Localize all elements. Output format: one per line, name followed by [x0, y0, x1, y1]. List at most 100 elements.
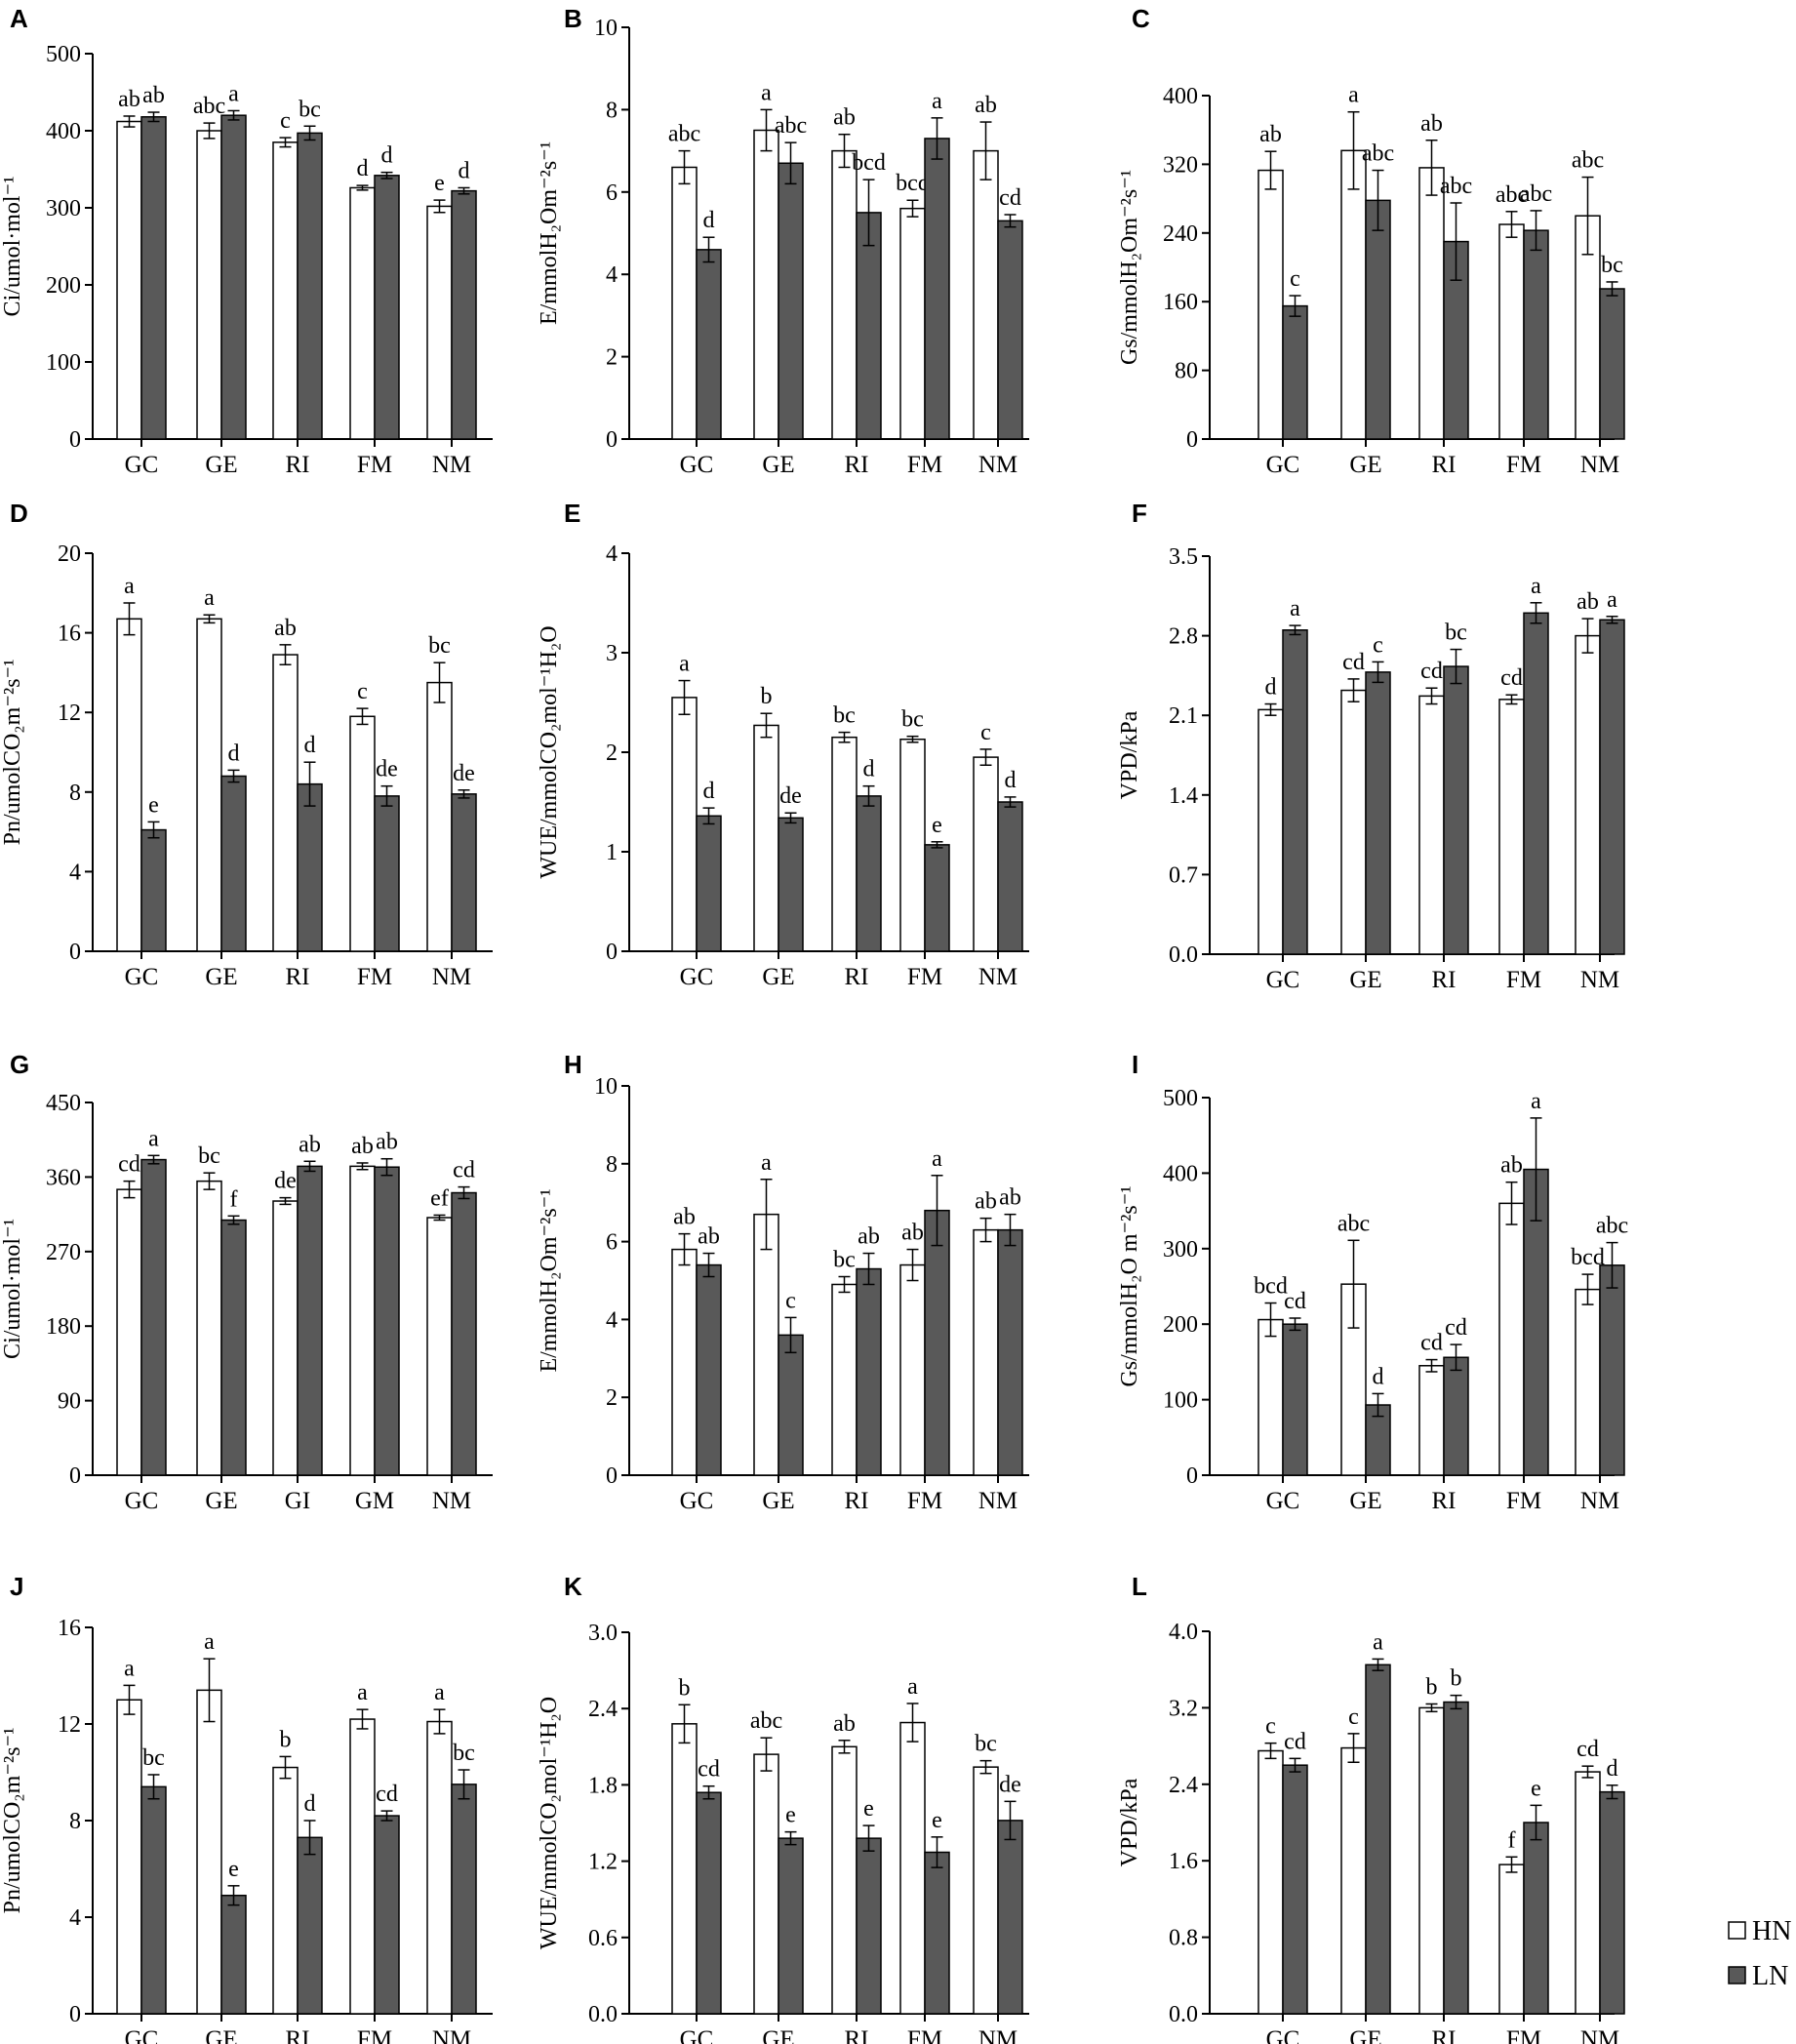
panel-g: G090180270360450Ci/umol·mol⁻¹GCcdaGEbcfG…	[0, 1050, 493, 1514]
bar-hn	[196, 130, 222, 440]
y-tick-label: 12	[58, 701, 81, 726]
y-axis-title: Ci/umol·mol⁻¹	[0, 177, 25, 317]
bar-hn	[116, 1188, 142, 1476]
y-tick-label: 6	[606, 1230, 618, 1256]
x-tick-label: RI	[286, 964, 310, 990]
x-tick-label: RI	[845, 964, 869, 990]
x-tick-label: FM	[1506, 1488, 1541, 1514]
x-tick-label: RI	[845, 1488, 869, 1514]
y-tick-label: 500	[46, 42, 81, 67]
x-tick-label: GC	[680, 452, 714, 478]
significance-label: bc	[299, 97, 321, 122]
y-tick-label: 0	[606, 940, 618, 965]
x-tick-label: FM	[907, 2026, 942, 2044]
significance-label: a	[932, 1146, 942, 1172]
y-tick-label: 2	[606, 345, 618, 371]
y-tick-label: 20	[58, 541, 81, 567]
y-tick-label: 3.2	[1169, 1696, 1198, 1721]
significance-label: bc	[1445, 621, 1467, 646]
x-tick-label: NM	[432, 1488, 471, 1514]
significance-label: b	[280, 1727, 292, 1752]
y-tick-label: 10	[594, 1074, 618, 1100]
bar-ln	[997, 801, 1023, 952]
significance-label: a	[679, 652, 690, 677]
x-tick-label: GE	[1349, 452, 1381, 478]
x-tick-label: NM	[978, 1488, 1018, 1514]
bar-hn	[1418, 695, 1445, 955]
significance-label: cd	[118, 1152, 140, 1178]
y-tick-label: 0	[1186, 427, 1198, 453]
significance-label: f	[1508, 1827, 1516, 1853]
significance-label: c	[357, 679, 368, 704]
significance-label: bcd	[852, 150, 886, 176]
bar-ln	[1599, 1264, 1625, 1476]
significance-label: ab	[351, 1134, 374, 1159]
significance-label: a	[1290, 596, 1300, 621]
significance-label: abc	[1362, 141, 1394, 167]
significance-label: a	[1531, 574, 1541, 599]
panel-letter: F	[1132, 499, 1147, 528]
significance-label: cd	[1420, 659, 1443, 684]
significance-label: c	[785, 1288, 796, 1313]
significance-label: ab	[833, 105, 856, 131]
x-tick-label: GM	[355, 1488, 394, 1514]
significance-label: ab	[1500, 1153, 1523, 1179]
bar-hn	[753, 1753, 779, 2015]
bar-ln	[220, 775, 247, 952]
bar-hn	[1498, 1202, 1525, 1476]
y-tick-label: 2.8	[1169, 624, 1198, 650]
bar-ln	[997, 220, 1023, 440]
significance-label: c	[280, 108, 291, 134]
x-tick-label: GE	[762, 964, 794, 990]
significance-label: b	[1426, 1674, 1438, 1700]
significance-label: a	[1607, 587, 1617, 613]
bar-hn	[831, 736, 858, 952]
panel-letter: I	[1132, 1050, 1138, 1079]
x-tick-label: FM	[907, 1488, 942, 1514]
bar-ln	[220, 114, 247, 440]
significance-label: bc	[901, 707, 924, 733]
bar-ln	[1523, 1822, 1549, 2015]
significance-label: e	[785, 1803, 796, 1828]
y-tick-label: 0.0	[588, 2002, 618, 2027]
significance-label: abc	[668, 122, 700, 147]
significance-label: d	[304, 733, 316, 758]
y-tick-label: 1.4	[1169, 783, 1198, 809]
x-tick-label: NM	[978, 452, 1018, 478]
bar-hn	[1418, 167, 1445, 440]
x-tick-label: GE	[762, 2026, 794, 2044]
significance-label: abc	[193, 94, 225, 119]
y-tick-label: 100	[46, 350, 81, 376]
significance-label: ab	[1259, 122, 1282, 147]
y-tick-label: 4	[69, 1905, 81, 1931]
significance-label: bc	[975, 1732, 997, 1757]
x-tick-label: GE	[1349, 1488, 1381, 1514]
y-tick-label: 2.1	[1169, 703, 1198, 729]
bar-hn	[831, 149, 858, 440]
significance-label: a	[204, 1629, 215, 1655]
significance-label: d	[703, 779, 715, 804]
significance-label: b	[1451, 1666, 1462, 1692]
panel-d: D 0 4 8 12 16 20 Pn/umolCO₂m⁻²s⁻¹ GC a e GE a d RI ab d F…	[0, 499, 493, 990]
bar-hn	[116, 618, 142, 952]
bar-hn	[973, 1228, 999, 1476]
y-tick-label: 2	[606, 1385, 618, 1411]
bar-ln	[778, 817, 804, 952]
significance-label: bc	[198, 1143, 220, 1169]
significance-label: cd	[453, 1158, 475, 1183]
y-tick-label: 2.4	[588, 1697, 618, 1722]
x-tick-label: RI	[845, 2026, 869, 2044]
bar-hn	[1418, 1706, 1445, 2015]
significance-label: abc	[1572, 148, 1604, 174]
bar-hn	[196, 1689, 222, 2015]
x-tick-label: GC	[680, 2026, 714, 2044]
bar-hn	[1257, 1749, 1284, 2015]
significance-label: e	[932, 813, 942, 838]
significance-label: abc	[1496, 182, 1528, 208]
panel-letter: G	[10, 1050, 29, 1079]
bar-hn	[899, 1721, 926, 2015]
significance-label: ab	[274, 616, 297, 641]
y-axis-title: WUE/mmolCO₂mol⁻¹H₂O	[537, 1697, 562, 1949]
x-tick-label: FM	[357, 452, 392, 478]
